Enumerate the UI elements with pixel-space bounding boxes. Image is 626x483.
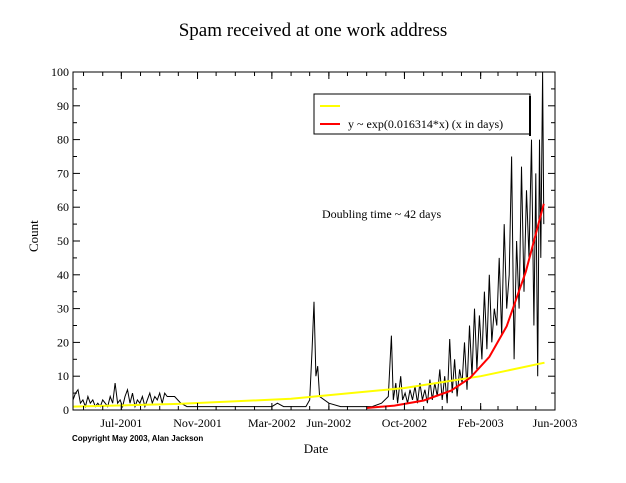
y-tick-label: 70 bbox=[57, 166, 69, 180]
x-tick-label: Feb-2003 bbox=[458, 416, 504, 430]
y-tick-label: 0 bbox=[63, 403, 69, 417]
chart-title: Spam received at one work address bbox=[178, 20, 448, 41]
x-tick-label: Jul-2001 bbox=[100, 416, 142, 430]
x-tick-label: Jun-2002 bbox=[307, 416, 352, 430]
x-tick-label: Oct-2002 bbox=[382, 416, 427, 430]
x-tick-label: Nov-2001 bbox=[173, 416, 222, 430]
x-axis-label: Date bbox=[303, 441, 329, 456]
copyright-note: Copyright May 2003, Alan Jackson bbox=[72, 434, 204, 443]
y-tick-label: 60 bbox=[57, 200, 69, 214]
annotation-doubling-time: Doubling time ~ 42 days bbox=[322, 207, 441, 221]
y-tick-label: 90 bbox=[57, 99, 69, 113]
y-tick-label: 20 bbox=[57, 335, 69, 349]
legend-label: y ~ exp(0.016314*x) (x in days) bbox=[348, 117, 503, 131]
x-tick-label: Jun-2003 bbox=[533, 416, 578, 430]
y-tick-label: 40 bbox=[57, 268, 69, 282]
y-tick-label: 100 bbox=[51, 65, 69, 79]
y-tick-label: 10 bbox=[57, 369, 69, 383]
series-line-1 bbox=[72, 361, 545, 408]
series-line-0 bbox=[72, 71, 545, 409]
legend-box bbox=[313, 93, 531, 135]
y-axis-label: Count bbox=[26, 220, 41, 252]
y-tick-label: 30 bbox=[57, 302, 69, 316]
x-tick-label: Mar-2002 bbox=[248, 416, 296, 430]
y-tick-label: 80 bbox=[57, 133, 69, 147]
y-tick-label: 50 bbox=[57, 234, 69, 248]
series-line-2 bbox=[366, 203, 545, 409]
